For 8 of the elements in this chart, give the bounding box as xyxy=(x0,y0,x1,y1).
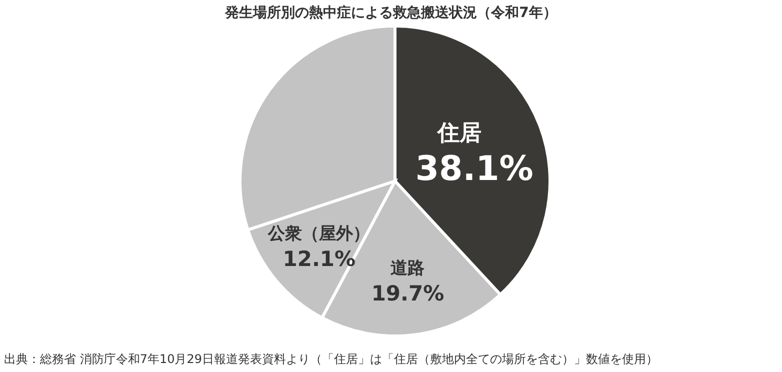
slice-label: 住居 xyxy=(436,120,482,146)
slice-label: 公衆（屋外） xyxy=(267,224,370,244)
source-note: 出典：総務省 消防庁令和7年10月29日報道発表資料より（「住居」は「住居（敷地内全ての場所を含む）」数値を使用） xyxy=(4,352,658,366)
data-label: 38.1% xyxy=(415,148,534,189)
slice-label: 道路 xyxy=(390,258,425,278)
data-label: 19.7% xyxy=(371,281,444,306)
data-label: 12.1% xyxy=(282,246,356,271)
chart-title: 発生場所別の熱中症による救急搬送状況（令和7年） xyxy=(224,4,557,21)
